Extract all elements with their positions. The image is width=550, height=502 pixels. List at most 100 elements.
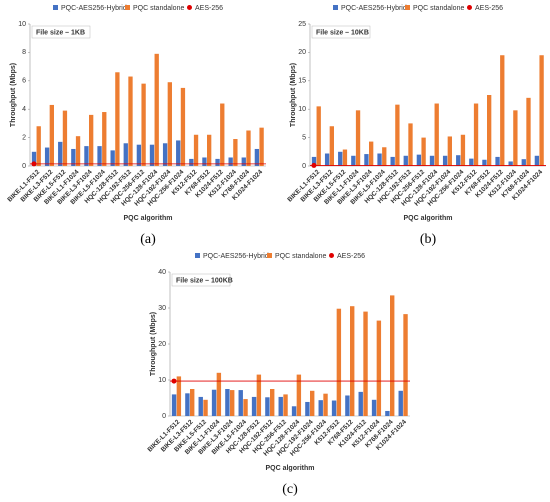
bar xyxy=(243,399,248,416)
bar xyxy=(351,155,356,166)
legend-label: PQC standalone xyxy=(413,5,464,12)
bar xyxy=(225,389,230,416)
y-tick-label: 10 xyxy=(158,377,166,384)
bar xyxy=(390,156,395,166)
bar xyxy=(495,156,500,166)
caption: (c) xyxy=(282,482,298,497)
legend-swatch xyxy=(267,253,272,258)
legend-swatch xyxy=(467,5,472,10)
bar xyxy=(521,159,526,166)
bar xyxy=(176,140,181,166)
bar xyxy=(513,110,518,166)
bar xyxy=(149,144,155,166)
y-axis-label: Throughput (Mbps) xyxy=(10,63,17,127)
bar xyxy=(345,395,350,416)
bar xyxy=(539,55,544,166)
legend-label: PQC standalone xyxy=(133,5,184,12)
y-tick-label: 5 xyxy=(302,134,306,141)
x-axis-label: PQC algorithm xyxy=(403,215,452,222)
bar xyxy=(408,123,413,166)
bar xyxy=(283,394,288,416)
y-axis-label: Throughput (Mbps) xyxy=(150,312,157,376)
legend-swatch xyxy=(195,253,200,258)
bar xyxy=(49,104,54,166)
bar xyxy=(342,149,348,166)
bar xyxy=(202,157,207,166)
bar xyxy=(442,155,448,166)
bar xyxy=(456,155,461,166)
bar xyxy=(447,136,452,166)
bar xyxy=(416,154,422,166)
bar xyxy=(291,406,297,416)
bar xyxy=(228,157,233,166)
bar xyxy=(385,410,390,416)
legend-label: PQC-AES256-Hybrid xyxy=(341,5,407,12)
bar xyxy=(421,137,426,166)
bar xyxy=(318,400,323,416)
bar xyxy=(193,134,199,166)
y-tick-label: 0 xyxy=(22,163,26,170)
y-tick-label: 2 xyxy=(22,134,26,141)
legend-label: AES-256 xyxy=(195,5,223,12)
y-tick-label: 20 xyxy=(158,341,166,348)
bar xyxy=(189,158,194,166)
bar xyxy=(115,72,120,166)
bar xyxy=(487,95,492,166)
annotation-box xyxy=(311,25,371,39)
y-tick-label: 20 xyxy=(298,49,306,56)
bar xyxy=(305,401,310,416)
bar xyxy=(350,306,355,416)
bar xyxy=(136,144,142,166)
y-tick-label: 10 xyxy=(18,21,26,28)
bar xyxy=(256,374,262,416)
bar xyxy=(364,154,369,166)
bar xyxy=(128,76,133,166)
bar xyxy=(97,146,102,166)
bar xyxy=(382,147,387,166)
bar xyxy=(270,389,275,416)
bar xyxy=(44,147,50,166)
bar xyxy=(358,391,363,416)
bar xyxy=(363,311,368,416)
caption: (a) xyxy=(140,232,156,247)
bar xyxy=(154,53,159,166)
bar xyxy=(123,143,128,166)
bar xyxy=(534,155,540,166)
bar xyxy=(198,396,203,416)
bar xyxy=(316,106,321,166)
bar xyxy=(259,127,264,166)
x-axis-label: PQC algorithm xyxy=(265,465,314,472)
bar xyxy=(508,161,513,166)
reference-dot xyxy=(31,161,37,167)
annotation-box xyxy=(171,273,231,287)
bar xyxy=(398,390,403,416)
bar xyxy=(390,295,395,416)
legend-label: AES-256 xyxy=(475,5,503,12)
bar xyxy=(58,141,63,166)
y-tick-label: 0 xyxy=(302,163,306,170)
y-tick-label: 6 xyxy=(22,78,26,85)
caption: (b) xyxy=(420,232,437,247)
annotation: File size – 100KB xyxy=(176,277,233,284)
bar xyxy=(329,126,334,166)
bar xyxy=(310,390,315,416)
bar xyxy=(311,156,317,166)
bar xyxy=(377,153,382,166)
legend-swatch xyxy=(329,253,334,258)
legend-label: PQC standalone xyxy=(275,253,326,260)
bar xyxy=(89,114,94,166)
bar xyxy=(338,151,343,166)
bar xyxy=(403,314,408,416)
bar xyxy=(71,148,76,166)
bar xyxy=(376,320,382,416)
legend-label: PQC-AES256-Hybrid xyxy=(61,5,127,12)
bar xyxy=(203,399,208,416)
bar xyxy=(469,158,474,166)
y-tick-label: 0 xyxy=(162,413,166,420)
bar xyxy=(167,82,172,166)
legend-label: PQC-AES256-Hybrid xyxy=(203,253,269,260)
bar xyxy=(460,134,466,166)
reference-dot xyxy=(171,378,177,384)
y-tick-label: 4 xyxy=(22,106,26,113)
